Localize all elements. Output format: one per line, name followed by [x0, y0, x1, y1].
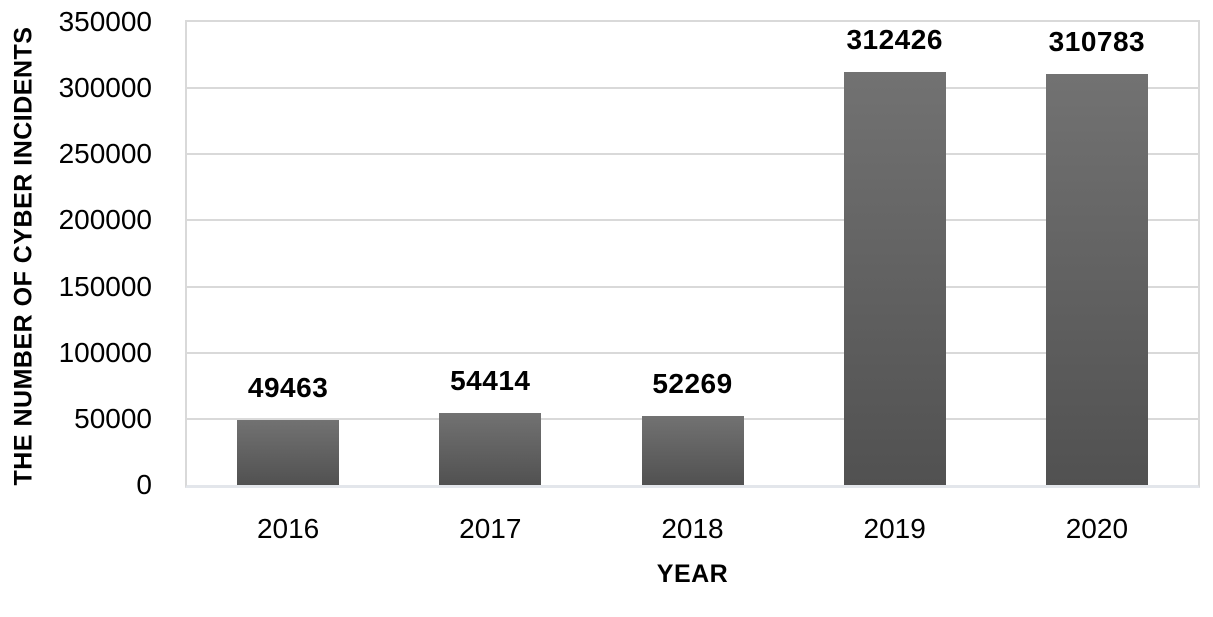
y-tick-label: 250000 — [58, 138, 152, 170]
bar-2019 — [843, 71, 946, 485]
x-tick-label: 2018 — [661, 513, 724, 544]
bar-value-label: 312426 — [846, 23, 943, 55]
x-tick-label: 2019 — [863, 513, 926, 544]
gridline — [187, 351, 1198, 354]
bar-value-label: 49463 — [247, 371, 329, 403]
plot-area: 49463 54414 52269 312426 310783 — [185, 20, 1200, 488]
y-tick-label: 100000 — [58, 336, 152, 368]
y-tick-label: 200000 — [58, 204, 152, 236]
gridline — [187, 219, 1198, 222]
bar-2020 — [1045, 73, 1148, 485]
y-tick-label: 50000 — [74, 402, 152, 434]
x-axis-title: YEAR — [656, 560, 729, 588]
bar-value-label: 52269 — [652, 367, 733, 399]
bar-value-label: 54414 — [450, 365, 531, 397]
bar-2018 — [641, 415, 744, 485]
x-tick-label: 2016 — [256, 513, 320, 544]
y-tick-label: 350000 — [58, 6, 152, 37]
gridline — [187, 153, 1198, 156]
gridline — [187, 285, 1198, 288]
x-tick-label: 2020 — [1065, 513, 1129, 544]
gridline — [187, 87, 1198, 90]
y-tick-label: 300000 — [58, 72, 152, 104]
x-tick-label: 2017 — [459, 513, 522, 544]
bar-2016 — [237, 419, 340, 485]
y-tick-label: 150000 — [58, 270, 152, 302]
bar-value-label: 310783 — [1048, 25, 1146, 57]
y-tick-label: 0 — [136, 469, 152, 500]
bar-2017 — [439, 413, 542, 485]
